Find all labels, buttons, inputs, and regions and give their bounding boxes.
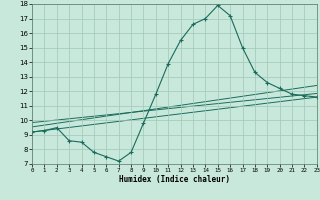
X-axis label: Humidex (Indice chaleur): Humidex (Indice chaleur) — [119, 175, 230, 184]
